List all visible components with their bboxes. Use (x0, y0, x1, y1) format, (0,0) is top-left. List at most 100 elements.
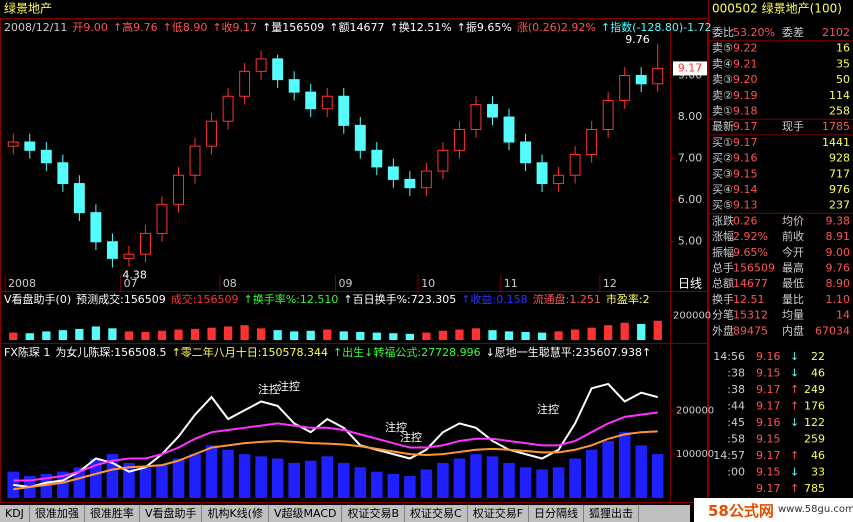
volume-field: 流通盘:1.251 (532, 293, 601, 306)
candle-body (140, 232, 151, 255)
volume-bar (42, 331, 51, 340)
tab-bar: KDJ 很准加强 很准胜率 V看盘助手 机构K线(修 V超级MACD 权证交易B 权证交易C 权… (0, 505, 690, 522)
tab[interactable]: V看盘助手 (140, 505, 203, 522)
y-tick-label: 7.00 (678, 152, 703, 165)
tick-arrow: ↓ (790, 350, 799, 363)
frame (0, 18, 708, 503)
tab[interactable]: V超级MACD (269, 505, 343, 522)
indicator-bar (57, 471, 69, 498)
ob-label: 前收 (782, 229, 804, 243)
indicator-bar (470, 454, 482, 498)
ob-value: 2.92% (733, 230, 768, 243)
tick-price: 9.16 (756, 350, 781, 363)
indicator-bar (503, 462, 515, 498)
indicator-bar (552, 467, 565, 498)
x-tick-label: 08 (223, 277, 237, 290)
volume-bar (372, 332, 381, 340)
tab[interactable]: 日分隔线 (529, 505, 585, 522)
volume-bar (58, 330, 67, 340)
volume-bar (537, 332, 547, 340)
ob-label: 买① (712, 136, 733, 149)
volume-bar (240, 325, 249, 340)
ob-value: 2102 (822, 26, 850, 39)
indicator-bar (73, 467, 86, 498)
annotation: 注控 (537, 402, 559, 416)
candle-body (338, 95, 350, 126)
tick-arrow: ↓ (790, 367, 799, 380)
indicator-bar (304, 460, 317, 498)
tick-arrow: ↑ (790, 383, 799, 396)
volume-bar (124, 331, 134, 340)
ob-value: 9.17 (733, 120, 758, 133)
candle-body (156, 203, 168, 234)
x-tick-label: 10 (421, 277, 435, 290)
y-tick-label: 6.00 (678, 193, 703, 206)
ob-value: 156509 (733, 262, 775, 275)
ob-label: 委比 (712, 26, 734, 39)
tab[interactable]: 很准胜率 (85, 505, 140, 522)
tab[interactable]: 权证交易F (468, 505, 530, 522)
indicator-bar (635, 445, 647, 498)
ob-value: 89475 (733, 324, 768, 337)
volume-bar (273, 330, 282, 340)
candle-body (635, 74, 647, 85)
ob-label: 最低 (782, 277, 804, 290)
ob-value: 9.00 (826, 246, 851, 259)
volume-bar (504, 331, 514, 340)
tick-price: 9.15 (756, 367, 781, 380)
candle-body (586, 129, 598, 155)
tab[interactable]: 狐狸出击 (584, 505, 640, 522)
indicator-bar (404, 476, 416, 498)
volume-bar (488, 330, 497, 340)
info-field: ↑额14677 (329, 21, 385, 34)
indicator-bar (651, 454, 664, 498)
candle-body (652, 67, 664, 85)
max-label: 9.76 (625, 33, 650, 46)
x-tick-label: 07 (124, 277, 138, 290)
tab[interactable]: 权证交易B (342, 505, 406, 522)
ob-value: 8.90 (826, 277, 851, 290)
ob-label: 卖④ (712, 57, 733, 70)
tick-price: 9.15 (756, 433, 781, 446)
volume-field: ↑百日换手%:723.305 (343, 293, 457, 306)
info-row: 2008/12/11 开9.00 ↑高9.76 ↑低8.90 ↑收9.17 ↑量15650… (4, 21, 717, 35)
tab[interactable]: 机构K线(修 (202, 505, 269, 522)
ob-value: 9.65% (733, 246, 768, 259)
annotation: 注控 (385, 420, 407, 434)
y-tick-label: 8.00 (678, 110, 703, 123)
ob-price: 9.22 (733, 42, 758, 55)
volume-field: 成交:156509 (170, 293, 239, 306)
last-box (673, 61, 707, 76)
volume-bar (207, 327, 216, 340)
ob-volume: 976 (829, 183, 850, 196)
info-field: ↑高9.76 (112, 21, 158, 34)
ob-label: 委差 (782, 25, 804, 39)
volume-bar (471, 328, 481, 340)
indicator-bar (205, 445, 218, 498)
y-tick-label: 100000 (676, 449, 714, 460)
volume-bar (389, 333, 398, 340)
min-label: 4.38 (122, 269, 147, 282)
tick-volume: 33 (811, 466, 825, 479)
tick-price: 9.15 (756, 466, 781, 479)
ob-price: 9.18 (733, 105, 758, 118)
tick-volume: 46 (811, 367, 825, 380)
tick-volume: 785 (804, 482, 825, 495)
ob-value: 0.26 (733, 214, 758, 227)
ob-label: 总手 (712, 261, 734, 275)
tab[interactable]: 很准加强 (30, 505, 85, 522)
tick-arrow: ↓ (790, 416, 799, 429)
volume-bar (587, 327, 596, 340)
tick-price: 9.17 (756, 400, 781, 413)
volume-field: ↑换手率%:12.510 (243, 293, 339, 306)
tab[interactable]: 权证交易C (405, 505, 468, 522)
tick-arrow: ↑ (790, 400, 799, 413)
volume-bar (620, 322, 629, 340)
tab[interactable]: KDJ (0, 505, 30, 522)
ob-price: 9.20 (733, 73, 758, 86)
indicator-bar (189, 454, 201, 498)
volume-bar (323, 329, 332, 340)
ob-value: 14677 (733, 277, 768, 290)
indicator-bar (371, 471, 383, 498)
